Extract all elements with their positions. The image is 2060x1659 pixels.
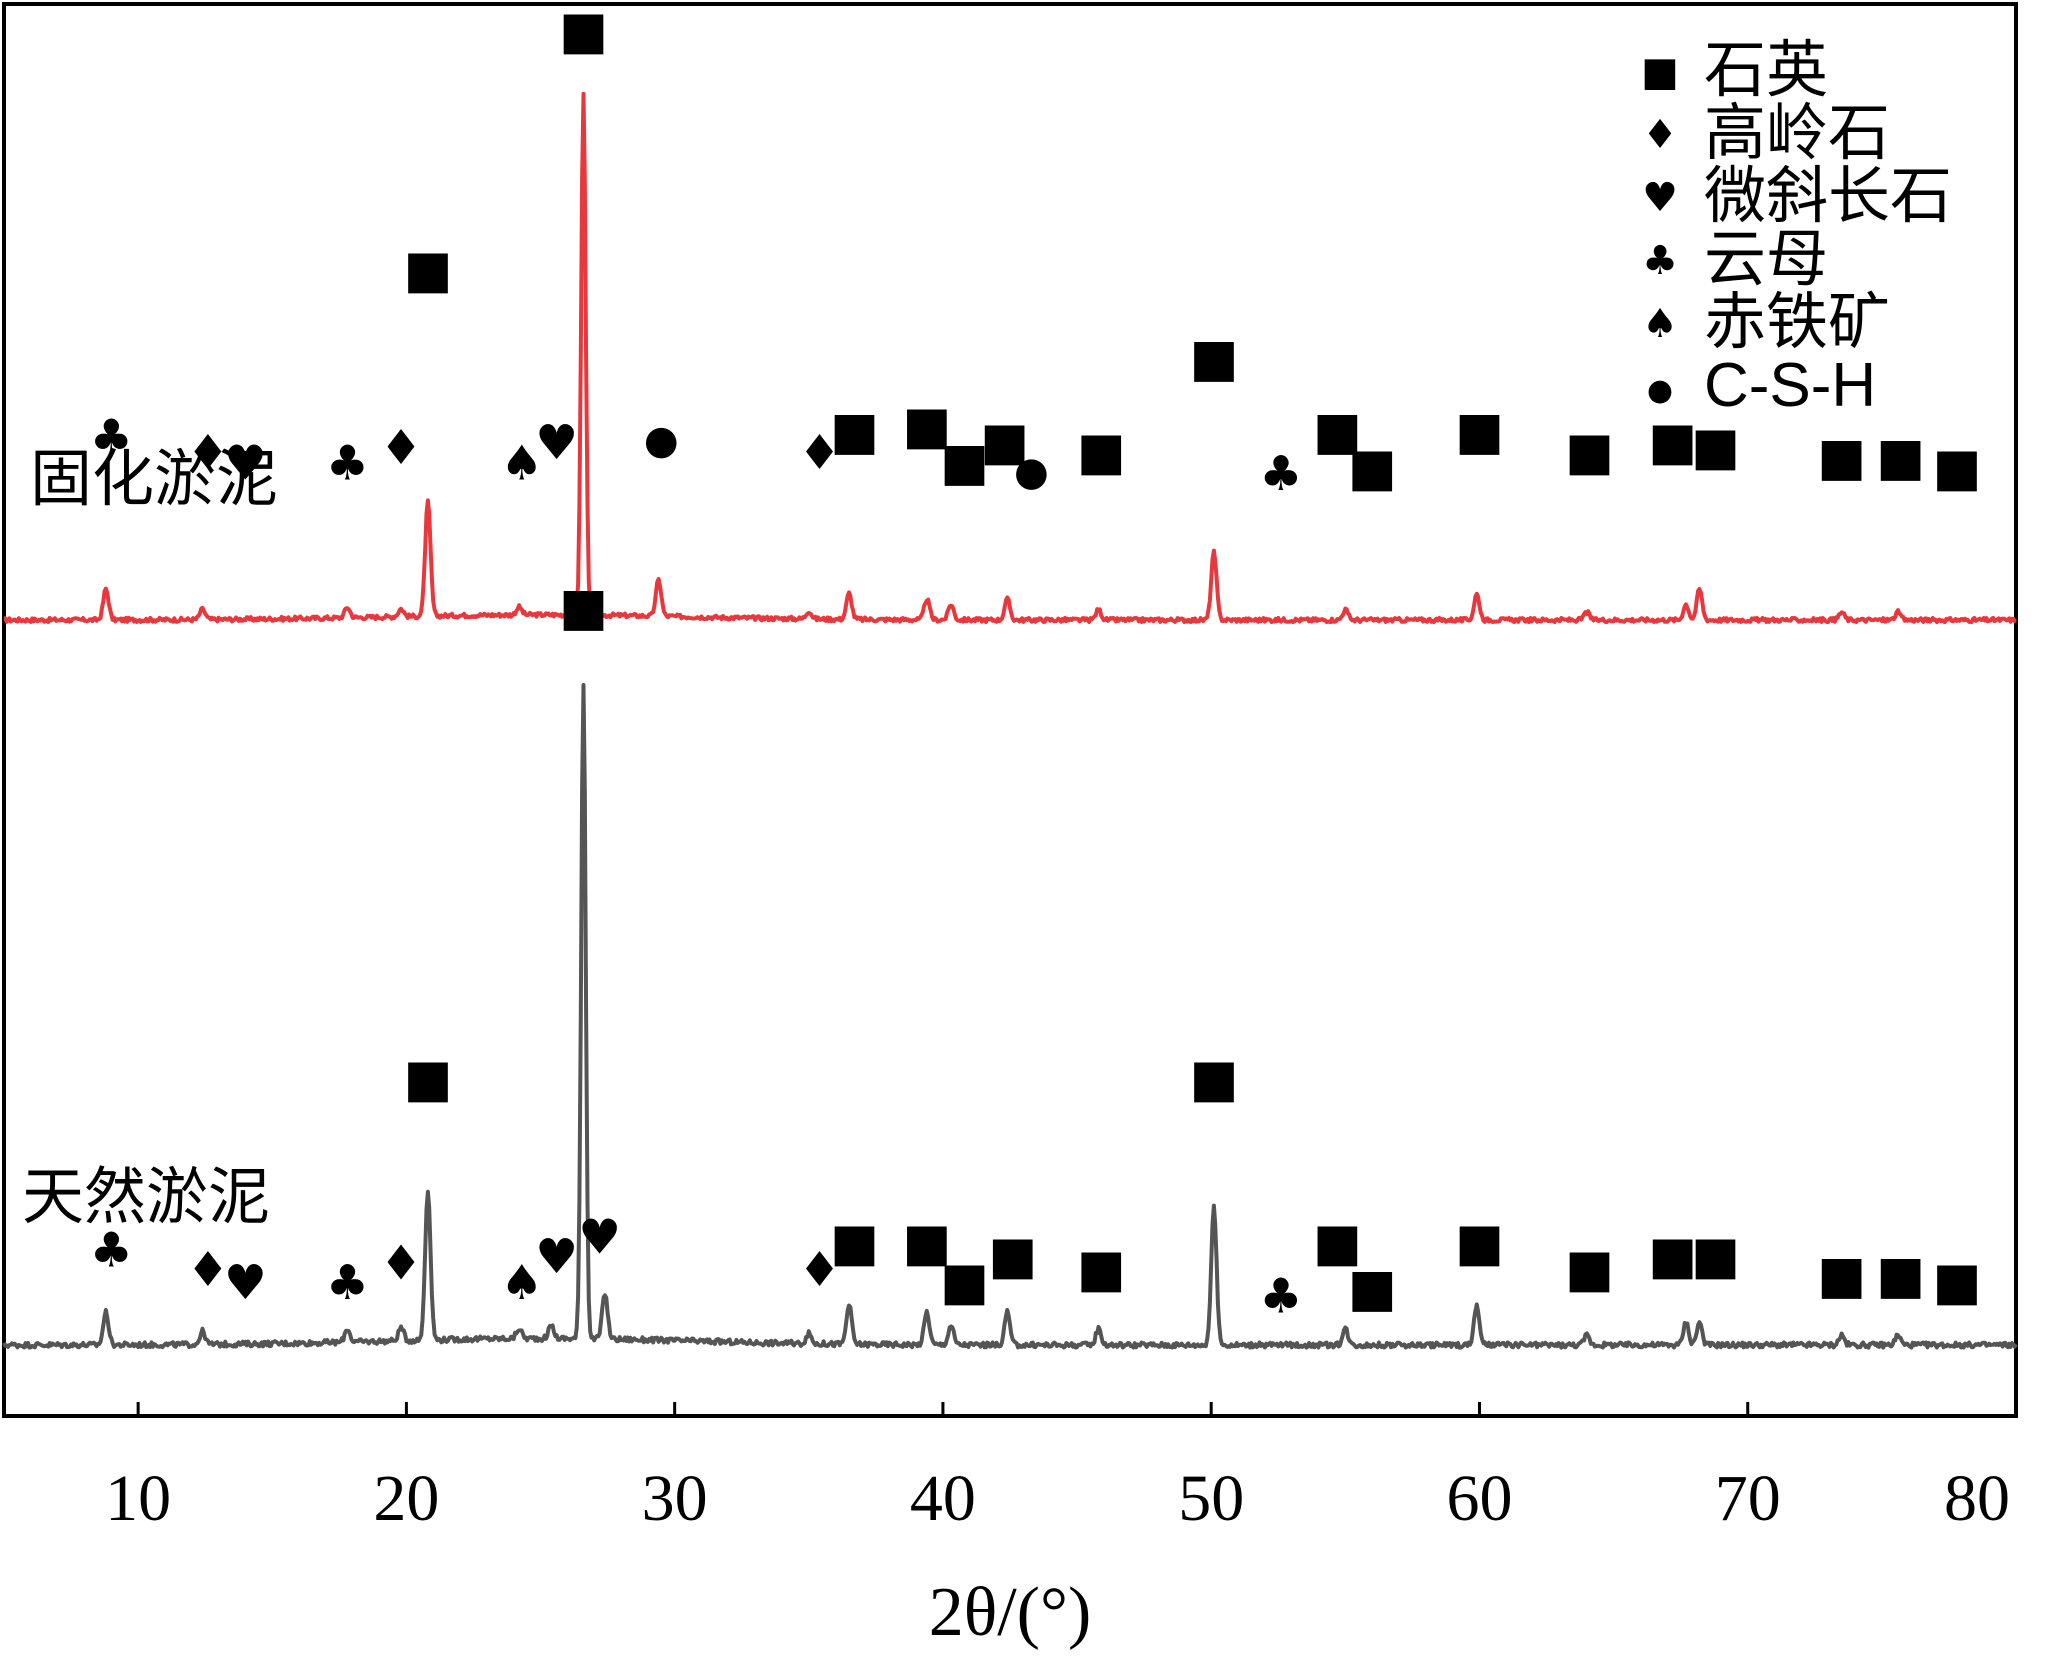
phase-marker-1-19: ■ [1348,1259,1397,1319]
x-tick-label-6: 70 [1715,1462,1781,1535]
phase-marker-1-23: ■ [1691,1226,1740,1286]
phase-marker-0-25: ■ [1817,427,1866,487]
x-tick-label-1: 20 [373,1462,439,1535]
phase-marker-1-3: ♣ [326,1255,369,1311]
phase-marker-1-6: ♠ [500,1255,543,1311]
phase-marker-0-5: ■ [403,240,452,300]
phase-marker-0-27: ■ [1932,438,1981,498]
phase-marker-1-13: ■ [940,1252,989,1312]
series-layer [2,91,2018,1350]
phase-marker-1-21: ■ [1565,1239,1614,1299]
phase-marker-1-14: ■ [988,1226,1037,1286]
series-line-1 [2,683,2018,1350]
phase-marker-1-20: ■ [1455,1213,1504,1273]
phase-marker-1-12: ■ [902,1213,951,1273]
legend-symbol-hematite: ♠ [1642,301,1678,347]
phase-marker-1-17: ♣ [1259,1268,1302,1324]
phase-marker-1-7: ♥ [535,1229,578,1285]
phase-marker-1-26: ■ [1932,1252,1981,1312]
legend-label-quartz: 石英 [1704,33,1828,106]
phase-marker-0-3: ♣ [326,436,369,492]
legend-symbol-kaolinite: ♦ [1642,112,1678,158]
phase-marker-0-19: ■ [1313,401,1362,461]
phase-marker-0-10: ♦ [798,425,841,481]
phase-marker-1-10: ♦ [798,1242,841,1298]
phase-marker-0-1: ♦ [186,425,229,481]
legend-label-hematite: 赤铁矿 [1704,285,1890,358]
legend-label-kaolinite: 高岭石 [1704,96,1890,169]
phase-marker-0-15: ● [1014,449,1049,495]
phase-marker-0-22: ■ [1565,422,1614,482]
phase-marker-0-21: ■ [1455,401,1504,461]
phase-marker-0-17: ■ [1189,329,1238,389]
phase-marker-1-2: ♥ [224,1255,267,1311]
phase-marker-0-7: ♥ [535,415,578,471]
phase-marker-1-24: ■ [1817,1246,1866,1306]
phase-marker-0-9: ● [644,418,679,464]
legend-label-mica: 云母 [1704,222,1828,295]
x-tick-label-3: 40 [910,1462,976,1535]
phase-marker-0-0: ♣ [90,410,133,466]
x-axis-ticks: 10 20 30 40 50 60 70 80 [105,1402,2018,1535]
phase-marker-1-15: ■ [1077,1239,1126,1299]
legend-symbol-mica: ♣ [1642,238,1678,284]
phase-marker-0-18: ♣ [1259,446,1302,502]
legend-symbol-quartz: ■ [1641,49,1679,95]
phase-marker-0-2: ♥ [224,436,267,492]
phase-marker-0-20: ■ [1348,438,1397,498]
x-tick-label-0: 10 [105,1462,171,1535]
phase-marker-0-14: ■ [980,412,1029,472]
phase-marker-0-23: ■ [1648,412,1697,472]
phase-marker-0-13: ■ [940,433,989,493]
phase-marker-1-16: ■ [1189,1049,1238,1109]
sample-label-cured: 固化淤泥 [30,442,278,515]
phase-marker-0-12: ■ [902,396,951,456]
x-tick-label-7: 80 [1944,1462,2010,1535]
phase-marker-1-25: ■ [1876,1246,1925,1306]
phase-marker-1-9: ♥ [578,1209,621,1265]
legend-label-csh: C-S-H [1704,351,1876,420]
legend: ■ 石英 ♦ 高岭石 ♥ 微斜长石 ♣ 云母 ♠ 赤铁矿 ● C-S-H [1641,33,1952,420]
phase-marker-layer: ♣ ♦♥ ♣ ♦■♠♥■● ♦■ ■■■● ■■♣■■■ ■ ■■ ■ ■ ■♣ ♦♥ ♣ ♦■♠♥■♥♦■… [90,1,1982,1324]
phase-marker-1-0: ♣ [90,1222,133,1278]
sample-label-natural: 天然淤泥 [22,1160,270,1233]
phase-marker-0-16: ■ [1077,422,1126,482]
phase-marker-1-4: ♦ [379,1236,422,1292]
x-tick-label-2: 30 [642,1462,708,1535]
phase-marker-1-1: ♦ [186,1242,229,1298]
legend-label-microcline: 微斜长石 [1704,159,1952,232]
phase-marker-0-26: ■ [1876,427,1925,487]
phase-marker-1-8: ■ [559,578,608,638]
series-line-0 [3,91,2017,625]
legend-symbol-microcline: ♥ [1642,175,1678,221]
phase-marker-0-11: ■ [830,401,879,461]
plot-frame [2,2,2018,1418]
phase-marker-0-8: ■ [559,1,608,61]
phase-marker-1-18: ■ [1313,1213,1362,1273]
phase-marker-1-22: ■ [1648,1226,1697,1286]
phase-marker-1-11: ■ [830,1213,879,1273]
phase-marker-0-24: ■ [1691,417,1740,477]
legend-symbol-csh: ● [1647,373,1673,408]
phase-marker-1-5: ■ [403,1049,452,1109]
x-tick-label-4: 50 [1178,1462,1244,1535]
x-tick-label-5: 60 [1446,1462,1512,1535]
phase-marker-0-6: ♠ [500,436,543,492]
phase-marker-0-4: ♦ [379,420,422,476]
x-axis-label: 2θ/(°) [929,1574,1092,1651]
